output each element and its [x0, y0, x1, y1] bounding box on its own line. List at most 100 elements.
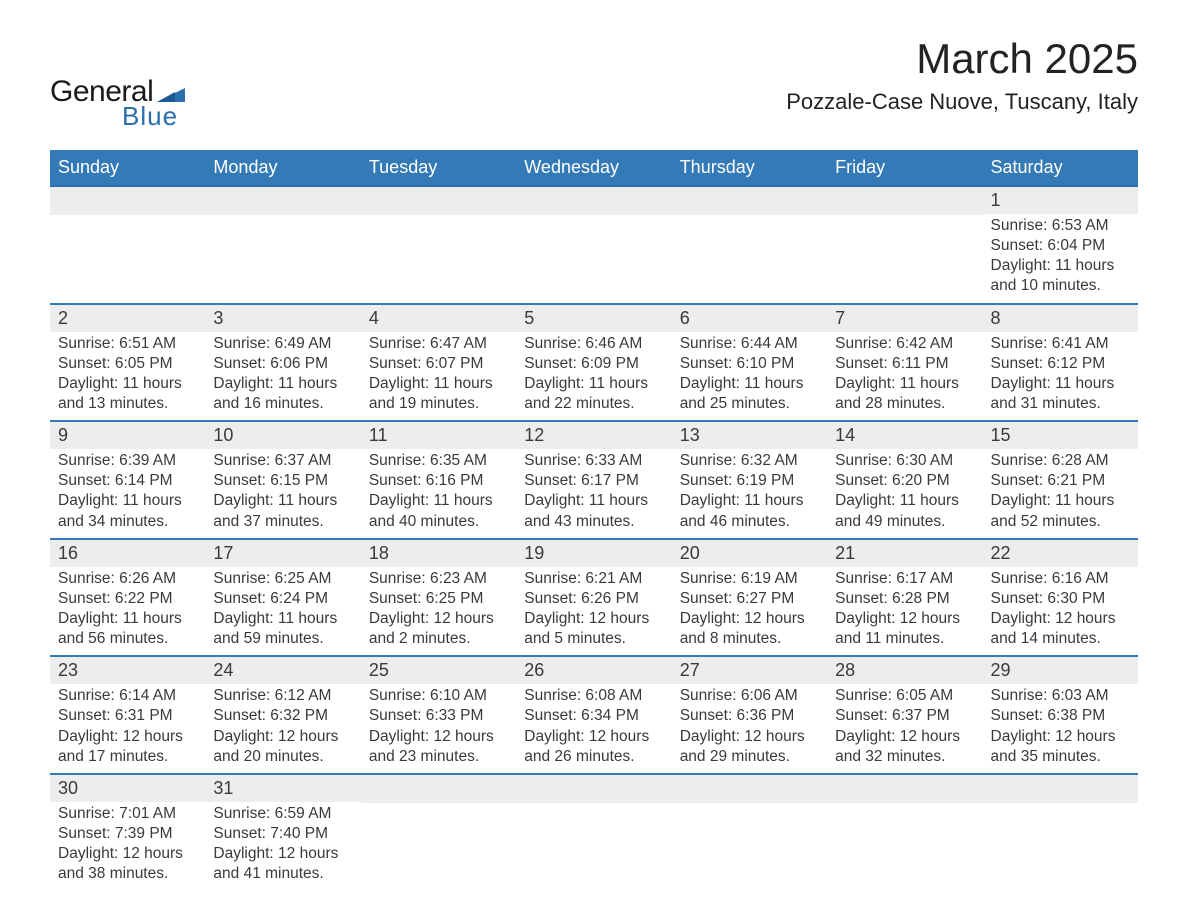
daylight-text: Daylight: 11 hours and 34 minutes.: [58, 491, 197, 531]
sunrise-text: Sunrise: 6:42 AM: [835, 334, 974, 354]
sunrise-text: Sunrise: 6:37 AM: [213, 451, 352, 471]
sunset-text: Sunset: 6:14 PM: [58, 471, 197, 491]
day-cell: 20Sunrise: 6:19 AMSunset: 6:27 PMDayligh…: [672, 540, 827, 656]
sunrise-text: Sunrise: 6:17 AM: [835, 569, 974, 589]
day-cell: 31Sunrise: 6:59 AMSunset: 7:40 PMDayligh…: [205, 775, 360, 891]
daylight-text: Daylight: 11 hours and 28 minutes.: [835, 374, 974, 414]
daylight-text: Daylight: 12 hours and 8 minutes.: [680, 609, 819, 649]
day-info: Sunrise: 6:51 AMSunset: 6:05 PMDaylight:…: [50, 332, 205, 421]
day-cell: 29Sunrise: 6:03 AMSunset: 6:38 PMDayligh…: [983, 657, 1138, 773]
sunrise-text: Sunrise: 6:16 AM: [991, 569, 1130, 589]
day-cell: 6Sunrise: 6:44 AMSunset: 6:10 PMDaylight…: [672, 305, 827, 421]
sunset-text: Sunset: 6:07 PM: [369, 354, 508, 374]
day-number-bar: 31: [205, 775, 360, 802]
sunrise-text: Sunrise: 6:12 AM: [213, 686, 352, 706]
sunset-text: Sunset: 6:34 PM: [524, 706, 663, 726]
sunset-text: Sunset: 6:37 PM: [835, 706, 974, 726]
day-number-bar: 23: [50, 657, 205, 684]
daylight-text: Daylight: 12 hours and 32 minutes.: [835, 727, 974, 767]
sunset-text: Sunset: 6:04 PM: [991, 236, 1130, 256]
day-cell: 5Sunrise: 6:46 AMSunset: 6:09 PMDaylight…: [516, 305, 671, 421]
daylight-text: Daylight: 11 hours and 10 minutes.: [991, 256, 1130, 296]
day-cell-empty: [361, 187, 516, 303]
sunset-text: Sunset: 6:19 PM: [680, 471, 819, 491]
day-number-bar: 6: [672, 305, 827, 332]
daylight-text: Daylight: 11 hours and 40 minutes.: [369, 491, 508, 531]
day-cell-empty: [672, 775, 827, 891]
day-number-bar: 1: [983, 187, 1138, 214]
daylight-text: Daylight: 12 hours and 38 minutes.: [58, 844, 197, 884]
day-number-bar: 19: [516, 540, 671, 567]
sunset-text: Sunset: 6:12 PM: [991, 354, 1130, 374]
day-cell: 23Sunrise: 6:14 AMSunset: 6:31 PMDayligh…: [50, 657, 205, 773]
day-info: Sunrise: 6:37 AMSunset: 6:15 PMDaylight:…: [205, 449, 360, 538]
day-number-bar: 20: [672, 540, 827, 567]
day-cell-empty: [827, 775, 982, 891]
day-number-bar: 5: [516, 305, 671, 332]
day-number-bar: [827, 775, 982, 803]
day-number-bar: 15: [983, 422, 1138, 449]
daylight-text: Daylight: 11 hours and 52 minutes.: [991, 491, 1130, 531]
day-number-bar: 11: [361, 422, 516, 449]
sunset-text: Sunset: 7:40 PM: [213, 824, 352, 844]
day-info: Sunrise: 6:17 AMSunset: 6:28 PMDaylight:…: [827, 567, 982, 656]
day-info: Sunrise: 6:32 AMSunset: 6:19 PMDaylight:…: [672, 449, 827, 538]
day-info: Sunrise: 6:47 AMSunset: 6:07 PMDaylight:…: [361, 332, 516, 421]
daylight-text: Daylight: 11 hours and 19 minutes.: [369, 374, 508, 414]
sunrise-text: Sunrise: 6:05 AM: [835, 686, 974, 706]
day-cell: 8Sunrise: 6:41 AMSunset: 6:12 PMDaylight…: [983, 305, 1138, 421]
day-info: Sunrise: 6:06 AMSunset: 6:36 PMDaylight:…: [672, 684, 827, 773]
day-cell: 16Sunrise: 6:26 AMSunset: 6:22 PMDayligh…: [50, 540, 205, 656]
sunset-text: Sunset: 6:27 PM: [680, 589, 819, 609]
day-number-bar: 28: [827, 657, 982, 684]
day-number-bar: 21: [827, 540, 982, 567]
sunset-text: Sunset: 6:05 PM: [58, 354, 197, 374]
sunrise-text: Sunrise: 6:10 AM: [369, 686, 508, 706]
day-cell: 21Sunrise: 6:17 AMSunset: 6:28 PMDayligh…: [827, 540, 982, 656]
day-cell: 17Sunrise: 6:25 AMSunset: 6:24 PMDayligh…: [205, 540, 360, 656]
sunset-text: Sunset: 6:09 PM: [524, 354, 663, 374]
day-number-bar: [672, 775, 827, 803]
day-cell: 26Sunrise: 6:08 AMSunset: 6:34 PMDayligh…: [516, 657, 671, 773]
daylight-text: Daylight: 12 hours and 29 minutes.: [680, 727, 819, 767]
day-number-bar: 17: [205, 540, 360, 567]
calendar: Sunday Monday Tuesday Wednesday Thursday…: [50, 150, 1138, 890]
sunset-text: Sunset: 6:32 PM: [213, 706, 352, 726]
daylight-text: Daylight: 11 hours and 25 minutes.: [680, 374, 819, 414]
day-cell: 9Sunrise: 6:39 AMSunset: 6:14 PMDaylight…: [50, 422, 205, 538]
daylight-text: Daylight: 12 hours and 41 minutes.: [213, 844, 352, 884]
sunset-text: Sunset: 6:30 PM: [991, 589, 1130, 609]
day-info: Sunrise: 6:30 AMSunset: 6:20 PMDaylight:…: [827, 449, 982, 538]
sunset-text: Sunset: 6:33 PM: [369, 706, 508, 726]
sunrise-text: Sunrise: 6:53 AM: [991, 216, 1130, 236]
day-number-bar: 25: [361, 657, 516, 684]
day-number-bar: [516, 187, 671, 215]
daylight-text: Daylight: 12 hours and 35 minutes.: [991, 727, 1130, 767]
day-number-bar: 24: [205, 657, 360, 684]
sunset-text: Sunset: 6:10 PM: [680, 354, 819, 374]
day-cell-empty: [672, 187, 827, 303]
sunrise-text: Sunrise: 6:32 AM: [680, 451, 819, 471]
day-info: Sunrise: 6:39 AMSunset: 6:14 PMDaylight:…: [50, 449, 205, 538]
day-info: Sunrise: 6:16 AMSunset: 6:30 PMDaylight:…: [983, 567, 1138, 656]
daylight-text: Daylight: 12 hours and 5 minutes.: [524, 609, 663, 649]
sunset-text: Sunset: 6:20 PM: [835, 471, 974, 491]
day-number-bar: [516, 775, 671, 803]
day-cell: 1Sunrise: 6:53 AMSunset: 6:04 PMDaylight…: [983, 187, 1138, 303]
dayname-tuesday: Tuesday: [361, 150, 516, 185]
week-row: 16Sunrise: 6:26 AMSunset: 6:22 PMDayligh…: [50, 538, 1138, 656]
daylight-text: Daylight: 11 hours and 31 minutes.: [991, 374, 1130, 414]
day-info: Sunrise: 6:10 AMSunset: 6:33 PMDaylight:…: [361, 684, 516, 773]
daylight-text: Daylight: 11 hours and 13 minutes.: [58, 374, 197, 414]
daylight-text: Daylight: 11 hours and 43 minutes.: [524, 491, 663, 531]
day-number-bar: 14: [827, 422, 982, 449]
day-info: Sunrise: 6:59 AMSunset: 7:40 PMDaylight:…: [205, 802, 360, 891]
day-info: Sunrise: 6:14 AMSunset: 6:31 PMDaylight:…: [50, 684, 205, 773]
month-title: March 2025: [786, 35, 1138, 83]
day-number-bar: [672, 187, 827, 215]
day-cell: 4Sunrise: 6:47 AMSunset: 6:07 PMDaylight…: [361, 305, 516, 421]
sunrise-text: Sunrise: 6:59 AM: [213, 804, 352, 824]
sunset-text: Sunset: 6:21 PM: [991, 471, 1130, 491]
sunset-text: Sunset: 7:39 PM: [58, 824, 197, 844]
daylight-text: Daylight: 11 hours and 37 minutes.: [213, 491, 352, 531]
